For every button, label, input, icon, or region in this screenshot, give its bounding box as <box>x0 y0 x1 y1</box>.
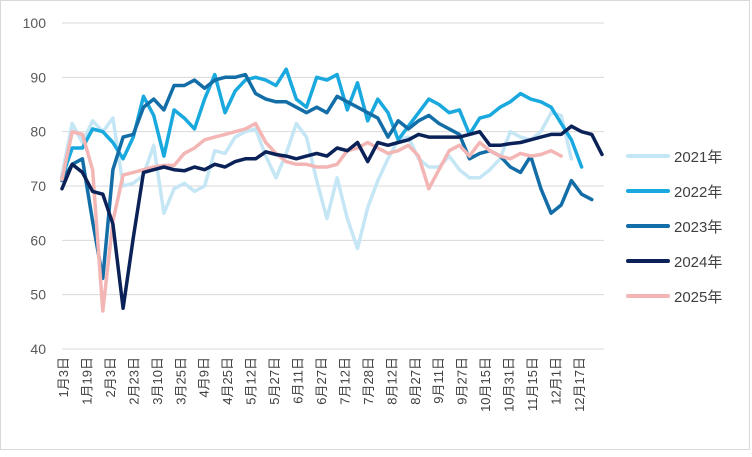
legend: 2021年 2022年 2023年 2024年 2025年 <box>626 149 722 306</box>
x-tick-label: 6月27日 <box>314 357 329 405</box>
legend-label: 2021年 <box>674 149 722 166</box>
x-tick-label: 10月31日 <box>502 357 517 412</box>
legend-label: 2023年 <box>674 219 722 236</box>
x-tick-label: 2月3日 <box>103 357 118 397</box>
series-line-1 <box>60 110 574 251</box>
y-tick-label: 100 <box>23 15 47 31</box>
y-axis-tick-labels: 40 50 60 70 80 90 100 <box>23 15 47 357</box>
series-line-5 <box>60 121 563 313</box>
series-lines <box>60 67 604 313</box>
x-tick-label: 8月27日 <box>408 357 423 405</box>
series-line-2 <box>60 67 584 180</box>
y-tick-label: 40 <box>30 341 46 357</box>
legend-label: 2022年 <box>674 184 722 201</box>
x-tick-label: 10月15日 <box>478 357 493 412</box>
x-tick-label: 6月11日 <box>291 357 306 404</box>
y-tick-label: 50 <box>30 287 46 303</box>
y-tick-label: 80 <box>30 124 46 140</box>
x-tick-label: 11月15日 <box>525 357 540 411</box>
x-tick-label: 1月19日 <box>79 357 94 405</box>
legend-label: 2024年 <box>674 254 722 271</box>
x-tick-label: 4月25日 <box>220 357 235 405</box>
x-tick-label: 3月25日 <box>173 357 188 405</box>
x-tick-label: 5月12日 <box>244 357 259 405</box>
legend-label: 2025年 <box>674 289 722 306</box>
x-tick-label: 9月11日 <box>431 357 446 404</box>
y-tick-label: 60 <box>30 232 46 248</box>
x-tick-label: 7月28日 <box>361 357 376 405</box>
series-line-4 <box>60 124 604 311</box>
series-line-3 <box>60 72 594 281</box>
x-tick-label: 5月27日 <box>267 357 282 405</box>
y-tick-label: 90 <box>30 69 46 85</box>
x-tick-label: 12月17日 <box>572 357 587 412</box>
y-tick-label: 70 <box>30 178 46 194</box>
x-tick-label: 8月12日 <box>384 357 399 405</box>
x-tick-label: 2月23日 <box>126 357 141 405</box>
x-tick-label: 1月3日 <box>56 357 71 397</box>
x-tick-label: 4月9日 <box>197 357 212 397</box>
x-tick-label: 7月12日 <box>337 357 352 405</box>
x-tick-label: 12月1日 <box>548 357 563 405</box>
x-tick-label: 3月10日 <box>150 357 165 405</box>
x-axis-tick-labels: 1月3日 1月19日 2月3日 2月23日 3月10日 3月25日 4月9日 4月25日 5月1… <box>56 357 587 412</box>
x-tick-label: 9月27日 <box>455 357 470 405</box>
